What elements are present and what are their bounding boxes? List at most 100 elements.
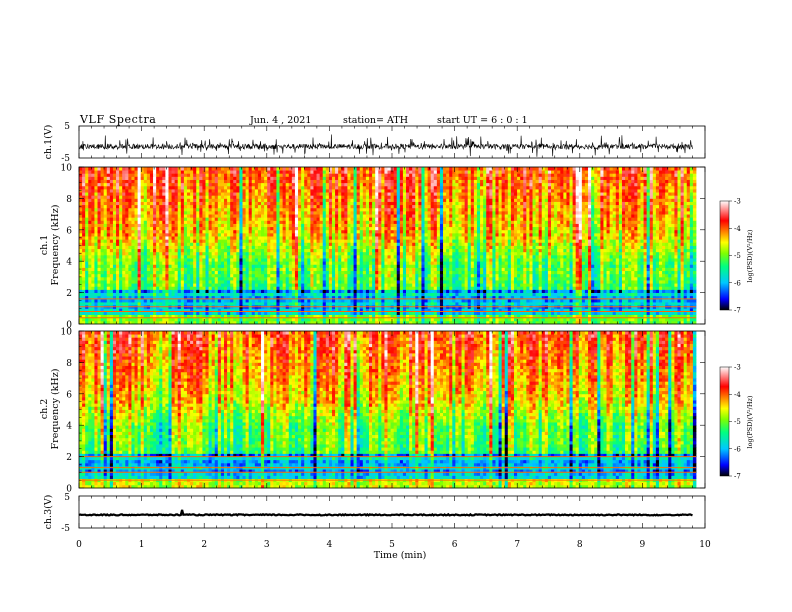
spectrogram-cell xyxy=(523,277,526,281)
spectrogram-cell xyxy=(350,302,353,306)
spectrogram-cell xyxy=(258,255,261,259)
spectrogram-cell xyxy=(418,274,421,278)
spectrogram-cell xyxy=(499,293,502,297)
spectrogram-cell xyxy=(209,274,212,278)
spectrogram-cell xyxy=(505,252,508,256)
spectrogram-cell xyxy=(354,283,357,287)
spectrogram-cell xyxy=(341,267,344,271)
spectrogram-cell xyxy=(625,249,628,253)
spectrogram-cell xyxy=(499,258,502,262)
spectrogram-cell xyxy=(502,302,505,306)
spectrogram-cell xyxy=(144,311,147,315)
spectrogram-cell xyxy=(304,280,307,284)
spectrogram-cell xyxy=(295,258,298,262)
spectrogram-cell xyxy=(677,267,680,271)
spectrogram-cell xyxy=(458,277,461,281)
spectrogram-cell xyxy=(335,255,338,259)
spectrogram-cell xyxy=(607,289,610,293)
spectrogram-cell xyxy=(230,261,233,265)
spectrogram-cell xyxy=(520,249,523,253)
spectrogram-cell xyxy=(610,283,613,287)
spectrogram-cell xyxy=(122,246,125,250)
spectrogram-cell xyxy=(255,293,258,297)
spectrogram-cell xyxy=(202,246,205,250)
spectrogram-cell xyxy=(526,293,529,297)
spectrogram-cell xyxy=(409,283,412,287)
spectrogram-cell xyxy=(227,280,230,284)
spectrogram-cell xyxy=(418,277,421,281)
spectrogram-cell xyxy=(517,267,520,271)
spectrogram-cell xyxy=(218,267,221,271)
spectrogram-cell xyxy=(511,293,514,297)
spectrogram-cell xyxy=(659,249,662,253)
spectrogram-cell xyxy=(434,271,437,275)
spectrogram-cell xyxy=(434,302,437,306)
spectrogram-cell xyxy=(258,289,261,293)
spectrogram-cell xyxy=(545,311,548,315)
spectrogram-cell xyxy=(156,271,159,275)
spectrogram-cell xyxy=(264,274,267,278)
spectrogram-cell xyxy=(255,271,258,275)
spectrogram-cell xyxy=(165,299,168,303)
spectrogram-cell xyxy=(150,274,153,278)
spectrogram-cell xyxy=(243,277,246,281)
spectrogram-cell xyxy=(397,271,400,275)
spectrogram-cell xyxy=(471,299,474,303)
spectrogram-cell xyxy=(113,289,116,293)
spectrogram-cell xyxy=(79,293,82,297)
spectrogram-cell xyxy=(548,299,551,303)
spectrogram-cell xyxy=(628,255,631,259)
spectrogram-cell xyxy=(264,261,267,265)
spectrogram-cell xyxy=(455,311,458,315)
spectrogram-cell xyxy=(446,249,449,253)
spectrogram-cell xyxy=(677,299,680,303)
spectrogram-cell xyxy=(647,264,650,268)
spectrogram-cell xyxy=(495,267,498,271)
spectrogram-cell xyxy=(603,299,606,303)
spectrogram-cell xyxy=(98,267,101,271)
spectrogram-cell xyxy=(536,249,539,253)
spectrogram-cell xyxy=(338,302,341,306)
spectrogram-cell xyxy=(690,274,693,278)
spectrogram-cell xyxy=(681,252,684,256)
spectrogram-cell xyxy=(236,302,239,306)
spectrogram-cell xyxy=(249,283,252,287)
spectrogram-cell xyxy=(187,286,190,290)
spectrogram-cell xyxy=(128,255,131,259)
spectrogram-cell xyxy=(196,293,199,297)
spectrogram-cell xyxy=(594,286,597,290)
spectrogram-cell xyxy=(511,258,514,262)
spectrogram-cell xyxy=(566,289,569,293)
spectrogram-cell xyxy=(471,255,474,259)
spectrogram-cell xyxy=(437,267,440,271)
spectrogram-cell xyxy=(634,271,637,275)
spectrogram-cell xyxy=(162,299,165,303)
spectrogram-cell xyxy=(647,289,650,293)
spectrogram-cell xyxy=(199,261,202,265)
spectrogram-cell xyxy=(138,302,141,306)
spectrogram-cell xyxy=(246,302,249,306)
spectrogram-cell xyxy=(246,283,249,287)
spectrogram-cell xyxy=(104,302,107,306)
spectrogram-cell xyxy=(307,286,310,290)
spectrogram-cell xyxy=(650,283,653,287)
spectrogram-cell xyxy=(344,277,347,281)
spectrogram-cell xyxy=(378,280,381,284)
spectrogram-cell xyxy=(264,271,267,275)
spectrogram-cell xyxy=(233,289,236,293)
spectrogram-cell xyxy=(542,302,545,306)
spectrogram-cell xyxy=(511,302,514,306)
spectrogram-cell xyxy=(165,267,168,271)
spectrogram-cell xyxy=(338,277,341,281)
spectrogram-cell xyxy=(523,274,526,278)
spectrogram-cell xyxy=(147,277,150,281)
spectrogram-cell xyxy=(354,264,357,268)
spectrogram-cell xyxy=(122,283,125,287)
spectrogram-cell xyxy=(388,264,391,268)
spectrogram-cell xyxy=(110,289,113,293)
spectrogram-cell xyxy=(199,286,202,290)
spectrogram-cell xyxy=(656,264,659,268)
spectrogram-cell xyxy=(693,277,696,281)
spectrogram-cell xyxy=(570,289,573,293)
spectrogram-cell xyxy=(131,311,134,315)
